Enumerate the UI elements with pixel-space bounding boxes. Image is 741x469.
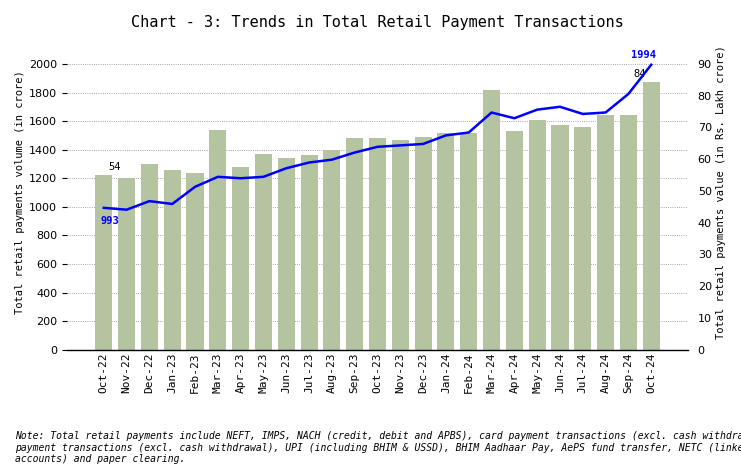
Bar (642, 83, 659, 350)
Bar (437, 133, 454, 350)
Bar (187, 173, 204, 350)
Text: Note: Total retail payments include NEFT, IMPS, NACH (credit, debit and APBS), c: Note: Total retail payments include NEFT… (15, 431, 741, 464)
Bar (232, 167, 249, 350)
Bar (301, 155, 318, 350)
Bar (118, 178, 135, 350)
Bar (369, 138, 386, 350)
Bar (278, 158, 295, 350)
Title: Chart - 3: Trends in Total Retail Payment Transactions: Chart - 3: Trends in Total Retail Paymen… (131, 15, 624, 30)
Bar (346, 138, 363, 350)
Bar (483, 90, 500, 350)
Bar (619, 115, 637, 350)
Bar (209, 129, 227, 350)
Bar (574, 127, 591, 350)
Bar (506, 131, 523, 350)
Bar (141, 164, 158, 350)
Bar (551, 125, 568, 350)
Bar (392, 140, 409, 350)
Y-axis label: Total retail payments value (in Rs. Lakh crore): Total retail payments value (in Rs. Lakh… (716, 45, 726, 340)
Bar (323, 150, 340, 350)
Bar (255, 154, 272, 350)
Bar (597, 115, 614, 350)
Bar (528, 120, 545, 350)
Bar (96, 175, 113, 350)
Bar (164, 170, 181, 350)
Bar (460, 133, 477, 350)
Y-axis label: Total retail payments volume (in crore): Total retail payments volume (in crore) (15, 71, 25, 314)
Text: 84: 84 (634, 69, 646, 79)
Text: 993: 993 (100, 216, 119, 227)
Text: 54: 54 (108, 162, 121, 172)
Text: 1994: 1994 (631, 50, 656, 60)
Bar (414, 137, 432, 350)
